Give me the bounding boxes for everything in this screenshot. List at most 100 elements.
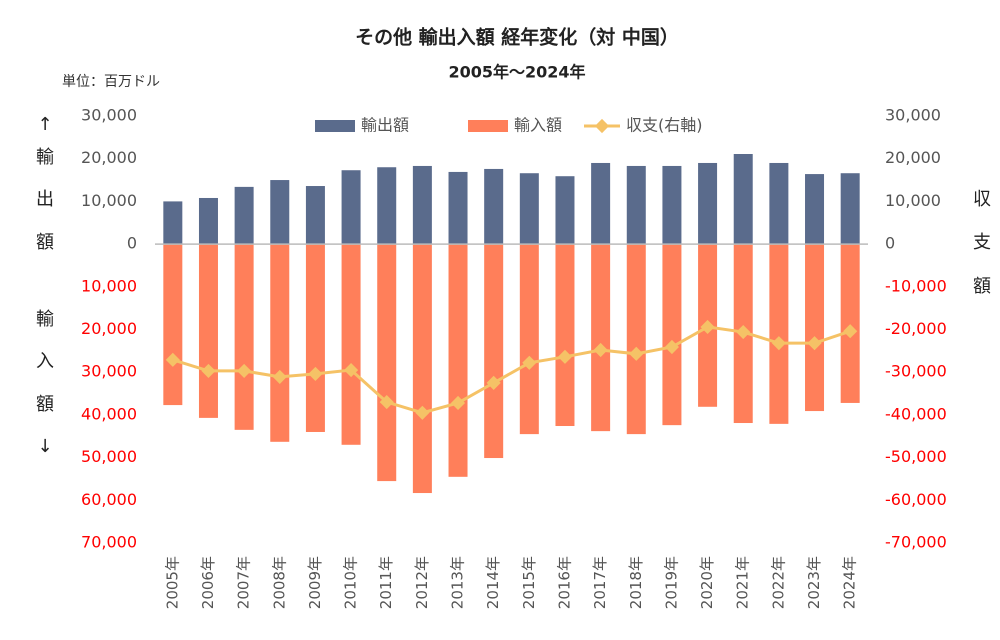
bar: [198, 244, 218, 418]
bar: [519, 244, 539, 435]
balance-marker: [593, 342, 608, 358]
x-tick-label: 2023年: [805, 556, 823, 609]
legend-marker: [594, 118, 610, 134]
bar: [591, 162, 611, 245]
x-tick-label: 2022年: [769, 556, 787, 609]
balance-marker: [272, 369, 287, 384]
bar: [769, 244, 789, 424]
bar: [305, 244, 325, 432]
bar: [662, 165, 682, 245]
y-tick-label: 0: [127, 234, 137, 253]
bar: [412, 244, 432, 494]
bar: [591, 244, 611, 432]
bar: [484, 244, 504, 459]
x-tick-label: 2010年: [342, 556, 360, 609]
y2-tick-label: -70,000: [885, 533, 947, 552]
x-tick-label: 2017年: [591, 556, 609, 609]
x-tick-label: 2008年: [270, 556, 288, 609]
y2-tick-label: 20,000: [885, 148, 941, 167]
bar: [234, 244, 254, 430]
balance-marker: [237, 363, 252, 378]
balance-marker: [843, 324, 858, 339]
balance-marker: [308, 366, 323, 381]
x-tick-label: 2005年: [163, 556, 181, 609]
legend-label: 輸出額: [361, 116, 409, 135]
balance-marker: [415, 405, 430, 420]
bar: [555, 244, 575, 427]
x-tick-label: 2013年: [449, 556, 467, 609]
x-tick-label: 2009年: [306, 556, 324, 609]
legend-label: 収支(右軸): [626, 116, 703, 135]
y2-tick-label: 0: [885, 234, 895, 253]
y2-axis-label-char: 支: [973, 232, 991, 253]
chart-title: その他 輸出入額 経年変化（対 中国）: [355, 26, 679, 49]
bar: [412, 165, 432, 245]
bar: [377, 167, 397, 245]
y-tick-label: 60,000: [81, 490, 137, 509]
x-tick-label: 2018年: [627, 556, 645, 609]
bar: [805, 244, 825, 412]
x-tick-label: 2006年: [199, 556, 217, 609]
y2-tick-label: 30,000: [885, 106, 941, 125]
bar: [341, 244, 361, 445]
bar: [840, 173, 860, 245]
bar: [733, 154, 753, 245]
bar: [341, 170, 361, 245]
balance-marker: [344, 362, 359, 378]
bar: [270, 244, 290, 442]
bar: [519, 173, 539, 245]
x-tick-label: 2007年: [235, 556, 253, 609]
y-tick-label: 40,000: [81, 404, 137, 423]
y-axis-label-top-char: 額: [36, 232, 54, 253]
bar: [840, 244, 860, 403]
y-axis-label-top-char: ↑: [37, 114, 52, 135]
x-tick-label: 2011年: [377, 556, 395, 609]
unit-label: 単位：百万ドル: [62, 74, 160, 90]
x-tick-label: 2019年: [662, 556, 680, 609]
balance-marker: [379, 395, 394, 410]
balance-marker: [700, 319, 715, 335]
x-tick-label: 2015年: [520, 556, 538, 609]
bar: [163, 201, 183, 245]
bar: [805, 174, 825, 245]
y-axis-label-top-char: 輸: [36, 147, 54, 168]
legend-swatch: [468, 120, 508, 132]
x-tick-label: 2016年: [555, 556, 573, 609]
balance-marker: [629, 346, 644, 361]
y-tick-label: 50,000: [81, 447, 137, 466]
balance-marker: [807, 336, 822, 351]
balance-marker: [522, 355, 537, 370]
y-tick-label: 10,000: [81, 191, 137, 210]
y-tick-label: 30,000: [81, 106, 137, 125]
y2-tick-label: -30,000: [885, 362, 947, 381]
balance-marker: [557, 349, 573, 364]
bar: [305, 186, 325, 245]
bar: [484, 168, 504, 245]
chart-subtitle: 2005年～2024年: [448, 63, 585, 82]
bar: [198, 197, 218, 245]
bar: [769, 162, 789, 245]
bar: [448, 171, 468, 245]
bar: [163, 244, 183, 406]
x-tick-label: 2024年: [841, 556, 859, 609]
bar: [234, 186, 254, 245]
bar: [377, 244, 397, 482]
balance-marker: [664, 339, 679, 355]
legend-swatch: [315, 120, 355, 132]
y-tick-label: 20,000: [81, 148, 137, 167]
bar: [698, 162, 718, 245]
balance-marker: [165, 352, 180, 367]
y-tick-label: 10,000: [81, 276, 137, 295]
y2-axis-label-char: 額: [973, 276, 991, 297]
bar: [626, 244, 646, 435]
y2-tick-label: -10,000: [885, 276, 947, 295]
balance-marker: [771, 336, 786, 351]
y-axis-label-bottom-char: 輸: [36, 309, 54, 330]
y-tick-label: 70,000: [81, 533, 137, 552]
bar: [270, 180, 290, 245]
bar: [555, 176, 575, 245]
bar: [448, 244, 468, 477]
legend-label: 輸入額: [514, 116, 562, 135]
y-axis-label-bottom-char: 入: [36, 351, 54, 372]
